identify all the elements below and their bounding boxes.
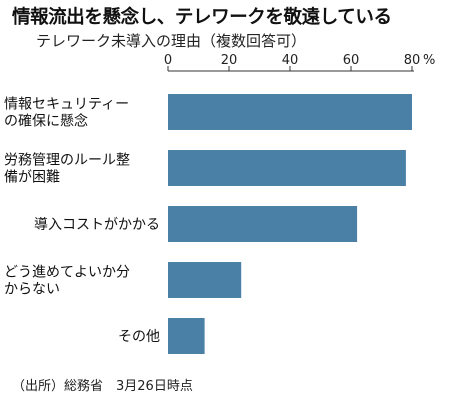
x-axis-unit: %	[423, 53, 435, 68]
bar	[168, 262, 242, 298]
category-label: 備が困難	[4, 170, 60, 186]
x-tick-label: 0	[164, 53, 172, 68]
bar	[168, 94, 412, 130]
category-label: からない	[4, 282, 60, 298]
category-label: 情報セキュリティー	[4, 97, 129, 113]
x-tick-label: 80	[404, 53, 421, 68]
bar	[168, 318, 205, 354]
category-label: 導入コストがかかる	[34, 217, 160, 233]
category-label: の確保に懸念	[4, 113, 88, 130]
x-tick-label: 60	[343, 53, 360, 68]
category-label: 労務管理のルール整	[4, 153, 130, 169]
x-tick-label: 20	[221, 53, 238, 68]
x-tick-label: 40	[282, 53, 299, 68]
bar	[168, 150, 406, 186]
chart-subtitle: テレワーク未導入の理由（複数回答可）	[36, 32, 307, 50]
chart-title: 情報流出を懸念し、テレワークを敬遠している	[12, 7, 392, 28]
source-note: （出所）総務省 3月26日時点	[12, 379, 193, 394]
category-label: その他	[118, 329, 160, 345]
category-label: どう進めてよいか分	[4, 265, 130, 281]
bar	[168, 206, 358, 242]
